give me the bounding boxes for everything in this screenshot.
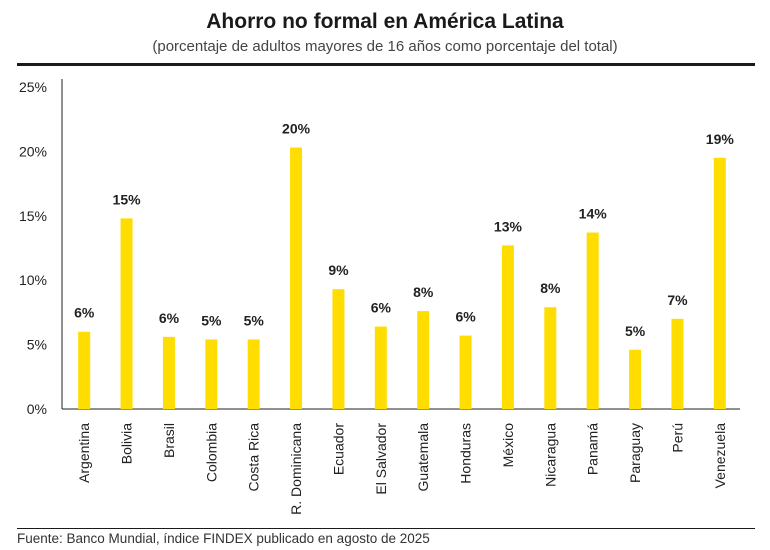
data-label: 6% — [455, 309, 476, 325]
source-note: Fuente: Banco Mundial, índice FINDEX pub… — [17, 531, 430, 546]
y-tick-label: 0% — [27, 401, 47, 417]
x-tick-label: R. Dominicana — [288, 423, 304, 515]
bar-r-dominicana — [290, 147, 303, 409]
data-label: 15% — [113, 191, 142, 207]
x-tick-label: Brasil — [161, 423, 177, 458]
y-tick-label: 5% — [27, 337, 47, 353]
data-label: 6% — [159, 310, 180, 326]
bar-paraguay — [629, 349, 642, 409]
bar-m-xico — [501, 245, 514, 409]
data-label: 5% — [625, 323, 646, 339]
data-label: 13% — [494, 218, 523, 234]
bar-per- — [671, 318, 684, 409]
data-label: 8% — [540, 280, 561, 296]
x-tick-label: Costa Rica — [246, 423, 262, 492]
bar-colombia — [205, 339, 218, 409]
bar-guatemala — [417, 311, 430, 409]
data-label: 20% — [282, 121, 311, 137]
x-tick-label: Venezuela — [712, 423, 728, 489]
x-tick-label: Perú — [669, 423, 685, 453]
x-tick-label: Colombia — [203, 423, 219, 482]
bar-honduras — [459, 335, 472, 409]
bar-bolivia — [120, 218, 133, 409]
data-label: 19% — [706, 131, 735, 147]
chart-subtitle: (porcentaje de adultos mayores de 16 año… — [152, 38, 618, 55]
bar-el-salvador — [374, 326, 387, 409]
bar-ecuador — [332, 289, 345, 409]
x-tick-label: Ecuador — [330, 423, 346, 475]
x-tick-label: Panamá — [585, 423, 601, 475]
x-tick-label: Bolivia — [119, 423, 135, 464]
data-label: 5% — [244, 312, 265, 328]
x-tick-label: Argentina — [76, 423, 92, 483]
header-divider — [17, 63, 755, 66]
bar-nicaragua — [544, 307, 557, 409]
x-tick-label: El Salvador — [373, 423, 389, 495]
data-label: 14% — [579, 206, 608, 222]
bar-costa-rica — [247, 339, 260, 409]
data-label: 6% — [371, 300, 392, 316]
data-label: 6% — [74, 305, 95, 321]
x-tick-label: Paraguay — [627, 423, 643, 483]
data-label: 7% — [667, 292, 688, 308]
data-label: 9% — [328, 262, 349, 278]
bar-brasil — [162, 336, 175, 409]
chart-title: Ahorro no formal en América Latina — [206, 10, 564, 33]
bar-venezuela — [713, 157, 726, 409]
y-tick-label: 20% — [19, 143, 47, 159]
y-tick-label: 25% — [19, 79, 47, 95]
x-tick-label: Guatemala — [415, 423, 431, 492]
bar-panam- — [586, 232, 599, 409]
x-tick-label: Honduras — [458, 423, 474, 484]
y-tick-label: 10% — [19, 272, 47, 288]
data-label: 5% — [201, 312, 222, 328]
bar-argentina — [78, 331, 91, 409]
y-tick-label: 15% — [19, 208, 47, 224]
x-tick-label: Nicaragua — [542, 423, 558, 487]
footer-divider — [17, 528, 755, 529]
x-tick-label: México — [500, 423, 516, 468]
data-label: 8% — [413, 284, 434, 300]
